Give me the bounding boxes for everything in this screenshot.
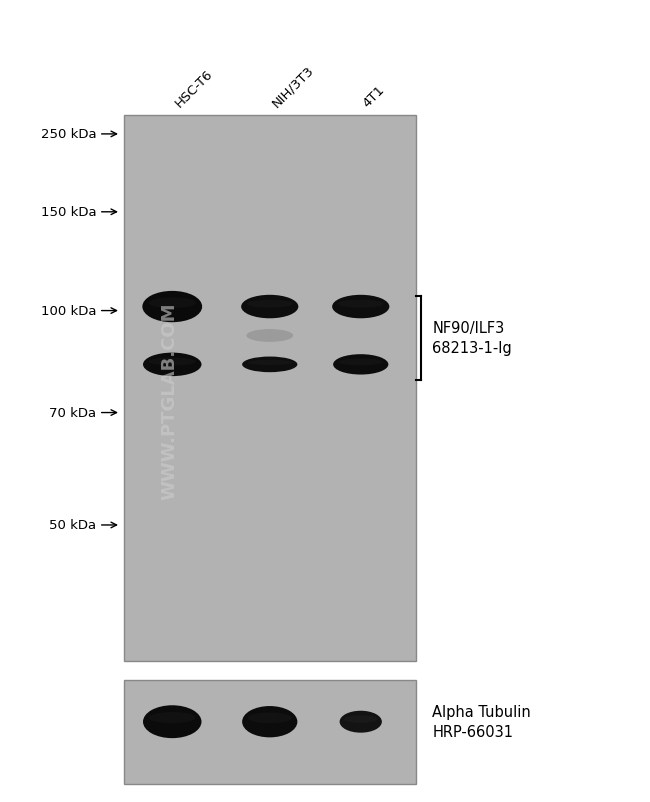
Ellipse shape	[338, 300, 384, 308]
Text: Alpha Tubulin
HRP-66031: Alpha Tubulin HRP-66031	[432, 704, 531, 739]
Ellipse shape	[344, 715, 378, 723]
Bar	[124, 680, 416, 784]
Ellipse shape	[241, 295, 298, 319]
Ellipse shape	[149, 712, 196, 723]
Bar	[124, 116, 416, 662]
Text: 100 kDa: 100 kDa	[41, 305, 96, 318]
Ellipse shape	[246, 330, 293, 342]
Ellipse shape	[242, 707, 298, 738]
Ellipse shape	[332, 295, 389, 319]
Ellipse shape	[143, 706, 202, 738]
Ellipse shape	[149, 358, 196, 366]
Text: NF90/ILF3
68213-1-Ig: NF90/ILF3 68213-1-Ig	[432, 321, 512, 356]
Text: 150 kDa: 150 kDa	[40, 206, 96, 219]
Text: 70 kDa: 70 kDa	[49, 407, 96, 419]
Ellipse shape	[248, 360, 292, 366]
Ellipse shape	[247, 300, 292, 308]
Text: 250 kDa: 250 kDa	[40, 128, 96, 141]
Text: 4T1: 4T1	[361, 83, 387, 110]
Ellipse shape	[143, 353, 202, 377]
Ellipse shape	[340, 711, 382, 733]
Ellipse shape	[333, 354, 389, 375]
Text: NIH/3T3: NIH/3T3	[270, 63, 317, 110]
Ellipse shape	[248, 713, 292, 723]
Ellipse shape	[242, 357, 298, 373]
Ellipse shape	[339, 359, 383, 366]
Text: WWW.PTGLAB.COM: WWW.PTGLAB.COM	[160, 302, 178, 500]
Text: 50 kDa: 50 kDa	[49, 519, 96, 532]
Ellipse shape	[142, 291, 202, 322]
Ellipse shape	[148, 298, 196, 309]
Text: HSC-T6: HSC-T6	[172, 67, 215, 110]
